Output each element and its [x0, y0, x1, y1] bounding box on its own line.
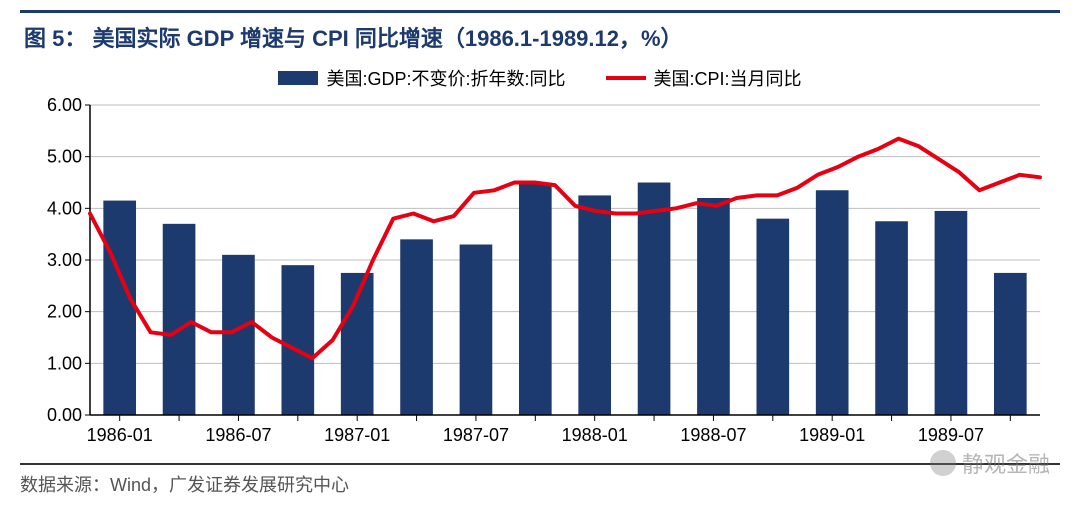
svg-text:0.00: 0.00 — [47, 405, 82, 425]
legend-swatch-line — [606, 76, 646, 80]
legend-item-bar: 美国:GDP:不变价:折年数:同比 — [278, 65, 565, 91]
svg-text:1989-07: 1989-07 — [918, 425, 984, 445]
watermark-icon — [930, 450, 956, 476]
svg-text:3.00: 3.00 — [47, 250, 82, 270]
svg-text:1988-01: 1988-01 — [562, 425, 628, 445]
legend-label-bar: 美国:GDP:不变价:折年数:同比 — [326, 65, 565, 91]
svg-text:4.00: 4.00 — [47, 198, 82, 218]
svg-text:5.00: 5.00 — [47, 147, 82, 167]
watermark-text: 静观金融 — [962, 447, 1050, 479]
chart-title: 图 5： 美国实际 GDP 增速与 CPI 同比增速（1986.1-1989.1… — [24, 26, 683, 51]
chart-svg: 0.00 1.00 2.00 3.00 4.00 5.00 6.00 1986-01 1986-… — [20, 95, 1060, 455]
chart-area: 0.00 1.00 2.00 3.00 4.00 5.00 6.00 1986-01 1986-… — [20, 95, 1060, 455]
legend-swatch-bar — [278, 71, 318, 85]
svg-text:1986-07: 1986-07 — [205, 425, 271, 445]
svg-text:1987-01: 1987-01 — [324, 425, 390, 445]
chart-title-row: 图 5： 美国实际 GDP 增速与 CPI 同比增速（1986.1-1989.1… — [20, 10, 1060, 59]
svg-text:1986-01: 1986-01 — [87, 425, 153, 445]
watermark: 静观金融 — [930, 447, 1050, 479]
legend-item-line: 美国:CPI:当月同比 — [606, 65, 802, 91]
svg-text:2.00: 2.00 — [47, 302, 82, 322]
source-text: 数据来源：Wind，广发证券发展研究中心 — [20, 475, 349, 495]
legend: 美国:GDP:不变价:折年数:同比 美国:CPI:当月同比 — [20, 59, 1060, 95]
svg-text:1989-01: 1989-01 — [799, 425, 865, 445]
legend-label-line: 美国:CPI:当月同比 — [654, 65, 802, 91]
svg-text:1987-07: 1987-07 — [443, 425, 509, 445]
svg-text:1988-07: 1988-07 — [680, 425, 746, 445]
svg-text:6.00: 6.00 — [47, 95, 82, 115]
svg-text:1.00: 1.00 — [47, 353, 82, 373]
source-row: 数据来源：Wind，广发证券发展研究中心 — [20, 463, 1060, 497]
